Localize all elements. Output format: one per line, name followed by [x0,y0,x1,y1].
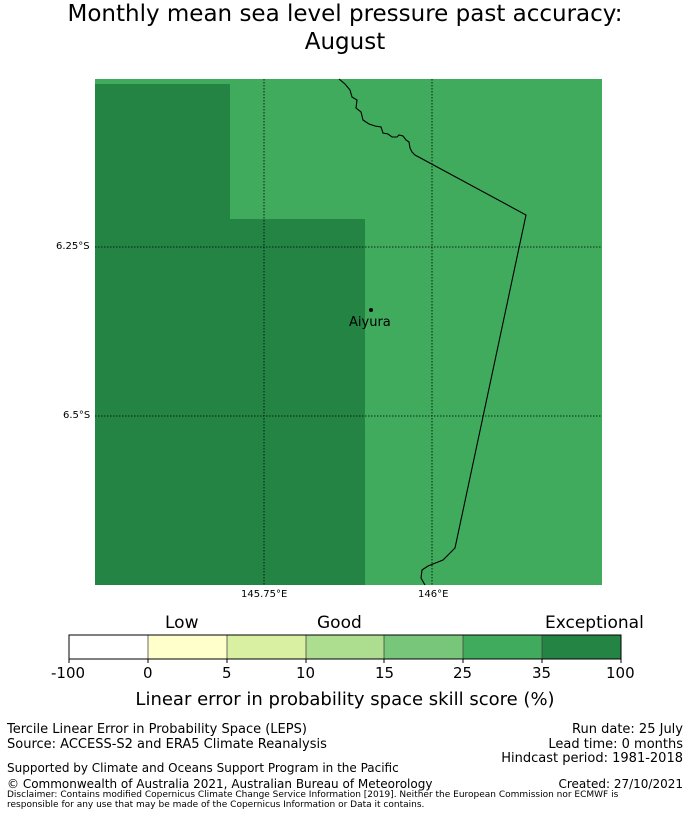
footer-method: Tercile Linear Error in Probability Spac… [7,722,307,737]
category-exceptional: Exceptional [545,613,644,633]
colorbar-title: Linear error in probability space skill … [135,689,555,710]
lon-label-146: 146°E [418,589,449,600]
lat-label-6-5: 6.5°S [63,410,91,421]
lat-label-6-25: 6.25°S [56,241,90,252]
map-title: Monthly mean sea level pressure past acc… [0,0,690,56]
footer-created: Created: 27/10/2021 [558,777,683,791]
colorbar-tick-35: 35 [532,664,552,682]
colorbar-tick--100: -100 [51,664,86,682]
colorbar [68,634,622,663]
colorbar-segment-5 [384,635,463,659]
skill-cell-dark-west-bottom [95,219,365,585]
colorbar-segment-4 [306,635,384,659]
footer-lead-time: Lead time: 0 months [548,737,683,752]
colorbar-tick-5: 5 [222,664,232,682]
skill-map [95,78,602,586]
footer-source: Source: ACCESS-S2 and ERA5 Climate Reana… [7,737,327,752]
colorbar-tick-100: 100 [606,664,635,682]
colorbar-segment-2 [148,635,227,659]
footer-disclaimer: Disclaimer: Contains modified Copernicus… [7,790,619,810]
colorbar-frame [68,634,622,660]
place-label-aiyura: Aiyura [349,315,391,330]
boundary-line [338,78,527,586]
footer-support: Supported by Climate and Oceans Support … [7,761,399,775]
footer-copyright: © Commonwealth of Australia 2021, Austra… [7,777,433,791]
colorbar-segment-6 [463,635,542,659]
colorbar-segment-1 [69,635,148,659]
category-low: Low [165,613,199,633]
colorbar-tick-10: 10 [296,664,316,682]
footer-hindcast: Hindcast period: 1981-2018 [501,751,683,766]
title-line-2: August [304,29,386,55]
colorbar-tick-0: 0 [143,664,153,682]
colorbar-segment-7 [542,635,621,659]
title-line-1: Monthly mean sea level pressure past acc… [67,1,623,27]
colorbar-tick-25: 25 [453,664,473,682]
colorbar-segment-3 [227,635,306,659]
footer-run-date: Run date: 25 July [572,722,683,737]
lon-label-145-75: 145.75°E [241,589,288,600]
category-good: Good [317,613,362,633]
aiyura-marker [369,308,373,312]
colorbar-tick-15: 15 [375,664,395,682]
